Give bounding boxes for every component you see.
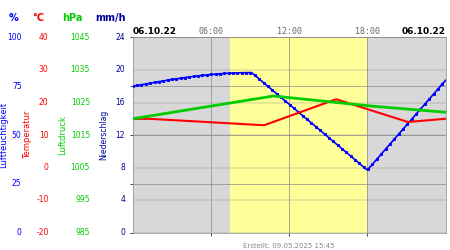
Text: 1015: 1015 [71,130,90,140]
Text: °C: °C [32,12,44,22]
Text: 985: 985 [76,228,90,237]
Text: 8: 8 [120,163,125,172]
Text: 75: 75 [12,82,22,91]
Text: 1045: 1045 [71,33,90,42]
Text: 12: 12 [116,130,125,140]
Text: 0: 0 [17,228,22,237]
Text: 06.10.22: 06.10.22 [133,27,177,36]
Text: 12:00: 12:00 [277,27,302,36]
Text: Luftdruck: Luftdruck [58,115,68,155]
Text: 4: 4 [120,196,125,204]
Text: Niederschlag: Niederschlag [99,110,108,160]
Text: 40: 40 [39,33,49,42]
Bar [230,38,367,232]
Text: Erstellt: 09.05.2025 15:45: Erstellt: 09.05.2025 15:45 [243,243,335,249]
Text: 1025: 1025 [71,98,90,107]
Text: 0: 0 [120,228,125,237]
Text: 20: 20 [39,98,49,107]
Text: -20: -20 [36,228,49,237]
Text: 16: 16 [116,98,125,107]
Text: hPa: hPa [62,12,82,22]
Text: 100: 100 [7,33,22,42]
Text: 1005: 1005 [71,163,90,172]
Text: Temperatur: Temperatur [23,111,32,159]
Text: 1035: 1035 [71,66,90,74]
Text: 30: 30 [39,66,49,74]
Text: -10: -10 [36,196,49,204]
Text: 18:00: 18:00 [355,27,380,36]
Text: 25: 25 [12,179,22,188]
Text: 50: 50 [12,130,22,140]
Text: 20: 20 [116,66,125,74]
Text: Luftfeuchtigkeit: Luftfeuchtigkeit [0,102,8,168]
Text: 995: 995 [76,196,90,204]
Text: 10: 10 [39,130,49,140]
Text: mm/h: mm/h [95,12,126,22]
Text: 24: 24 [116,33,125,42]
Text: %: % [9,12,18,22]
Text: 0: 0 [44,163,49,172]
Text: 06:00: 06:00 [198,27,224,36]
Text: 06.10.22: 06.10.22 [401,27,446,36]
